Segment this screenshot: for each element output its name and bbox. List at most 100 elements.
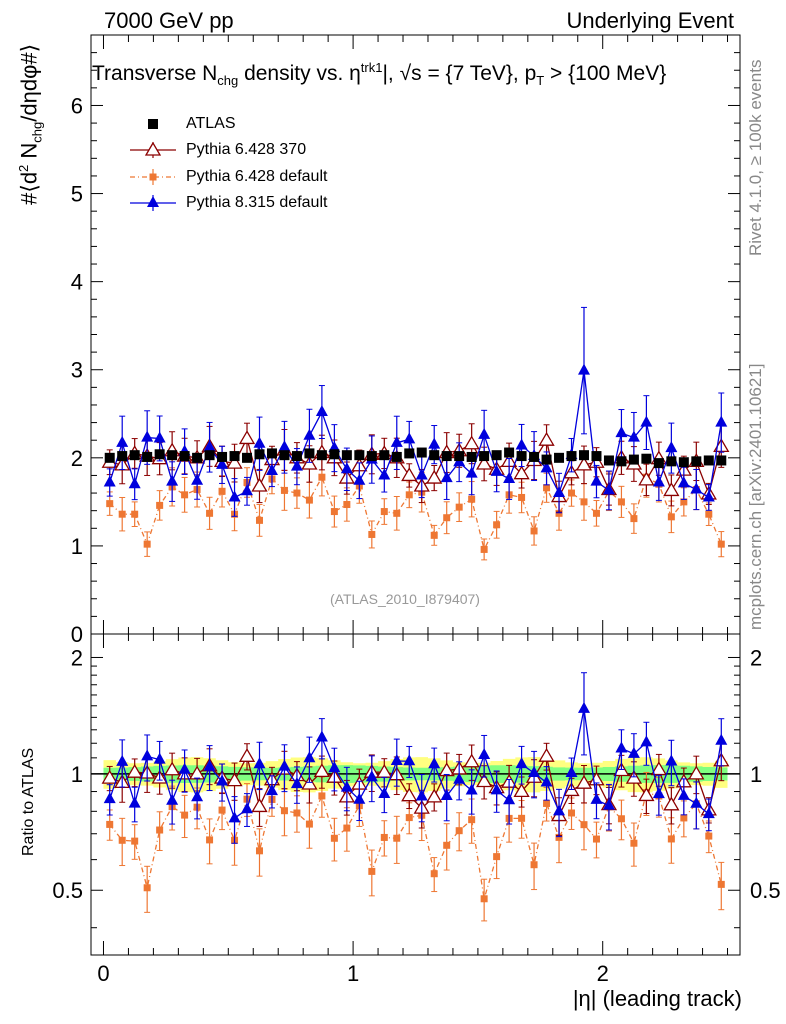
ratio-y-tick-label: 1 [71,762,83,787]
data-point [301,455,318,470]
data-point [316,450,327,461]
data-point [715,415,728,427]
data-point [242,452,253,463]
data-point [103,475,116,487]
data-point [216,457,229,469]
data-point [691,456,702,467]
data-point [555,509,563,517]
data-point [401,787,418,802]
data-point [404,448,415,459]
data-point [253,757,266,769]
data-point [128,477,141,489]
data-point [390,435,403,447]
data-point [493,853,501,861]
data-point [153,752,166,764]
data-point [226,454,243,469]
data-point [206,509,214,517]
data-point [428,437,441,449]
data-point [513,783,530,798]
data-point [126,763,143,778]
data-point [590,792,603,804]
ratio-plot-frame [90,633,741,956]
data-point [315,405,328,417]
data-point [617,498,625,506]
legend-entry-1 [130,141,176,158]
data-point [206,836,214,844]
data-point [131,837,139,845]
data-point [650,761,668,776]
data-point [554,452,565,463]
data-point [340,780,353,792]
data-point [241,802,254,814]
data-point [468,495,476,503]
data-point [390,753,403,765]
data-point [166,793,179,805]
data-point [368,530,376,538]
data-point [479,451,490,462]
data-point [466,451,477,462]
data-point [538,431,555,446]
data-point [568,809,576,817]
data-point [591,451,602,462]
data-point [378,468,391,480]
data-point [428,757,441,769]
data-point [204,450,215,461]
data-point [178,762,191,774]
data-point [217,451,228,462]
data-point [717,880,725,888]
data-point [603,455,614,466]
data-point [329,449,340,460]
data-point [118,836,126,844]
data-point [476,455,493,470]
data-point [678,457,689,468]
data-point [453,772,466,784]
data-point [265,464,278,476]
data-point [318,473,326,481]
data-point [129,450,140,461]
series-top-pythia-8-315-default [103,306,728,517]
y-tick-label: 0 [71,622,83,647]
data-point [463,435,480,450]
data-point [443,841,451,849]
data-point [617,815,625,823]
data-point [602,483,615,495]
y-tick-label: 6 [71,93,83,118]
data-point [465,783,478,795]
data-point [181,811,189,819]
data-point [490,783,503,795]
data-point [455,503,463,511]
legend-label-atlas: ATLAS [186,115,236,132]
data-point [254,449,265,460]
data-point [156,501,164,509]
data-point [106,500,114,508]
data-point [238,748,256,762]
data-point [480,895,488,903]
data-point [226,772,243,787]
data-point [191,473,204,485]
data-point [153,431,166,443]
data-point [266,448,277,459]
legend-entry-2 [130,169,176,185]
data-point [238,430,256,445]
data-point [301,775,318,790]
data-point [715,733,728,745]
legend-marker [149,173,157,181]
header-process: 7000 GeV pp [104,8,234,33]
data-point [615,741,628,753]
data-point [218,806,226,814]
data-point [703,455,714,466]
data-point [640,735,653,747]
data-point [380,833,388,841]
data-point [228,490,241,502]
data-point [638,787,655,802]
data-point [303,428,316,440]
data-point [128,796,141,808]
data-point [229,451,240,462]
data-point [251,798,268,813]
data-point [143,884,151,892]
data-point [440,471,453,483]
data-point [391,451,402,462]
data-point [716,455,727,466]
data-point [131,510,139,518]
data-point [101,769,118,784]
